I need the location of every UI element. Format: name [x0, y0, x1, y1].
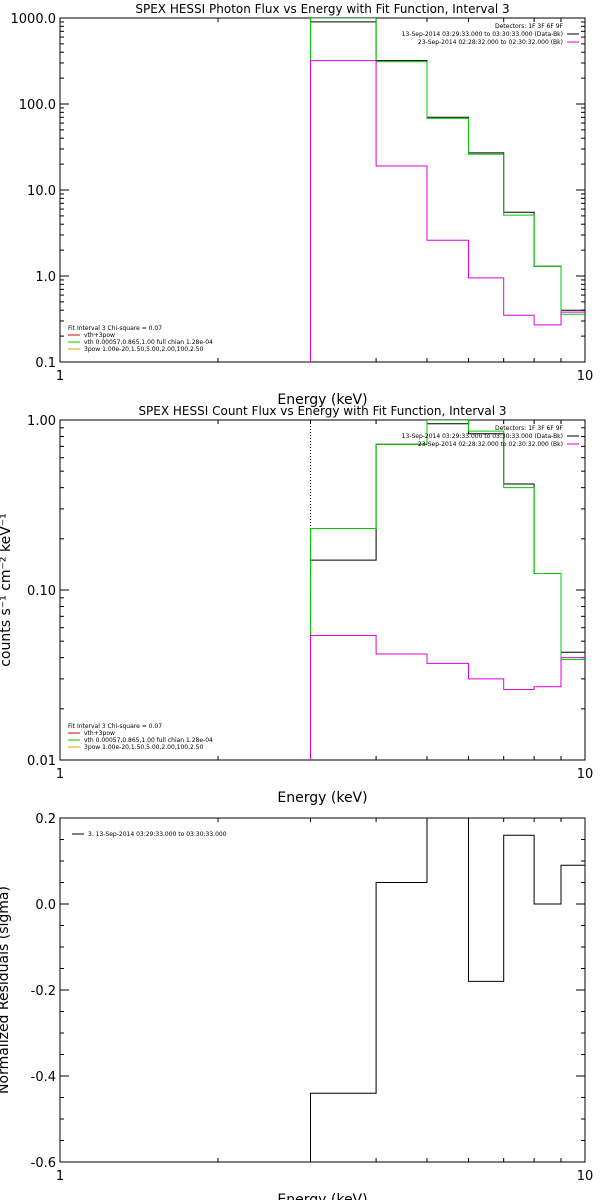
legend-fit-entry: vth 0.00057,0.865,1.00 full chian 1.28e-…	[84, 339, 213, 346]
x-tick-label: 10	[577, 369, 594, 384]
series-1-step-line	[310, 21, 585, 362]
y-tick-label: 0.10	[27, 584, 56, 599]
x-tick-label: 10	[577, 1169, 594, 1184]
plot-frame	[59, 419, 586, 761]
y-tick-label: -0.2	[31, 984, 56, 999]
legend-top-entry: Detectors: 1F 3F 6F 9F	[495, 23, 564, 30]
legend-fit-entry: vth+3pow	[84, 730, 115, 737]
series-3-step-line	[310, 635, 585, 760]
chart-title: SPEX HESSI Count Flux vs Energy with Fit…	[138, 404, 506, 418]
legend-fit-entry: vth 0.00057,0.865,1.00 full chian 1.28e-…	[84, 737, 213, 744]
legend-top-entry: 23-Sep-2014 02:28:32.000 to 02:30:32.000…	[418, 441, 563, 448]
panel-1: SPEX HESSI Photon Flux vs Energy with Fi…	[11, 2, 594, 408]
series-2-step-line	[310, 420, 585, 760]
y-tick-label: 100.0	[19, 98, 56, 113]
y-tick-label: 1.0	[35, 270, 56, 285]
x-tick-label: 1	[56, 767, 64, 782]
y-tick-label: 0.1	[35, 356, 56, 371]
y-tick-label: 0.0	[35, 898, 56, 913]
y-tick-label: -0.4	[31, 1070, 56, 1085]
x-axis-label: Energy (keV)	[277, 1192, 367, 1200]
plot-frame	[59, 17, 586, 363]
y-axis-label: counts s⁻¹ cm⁻² keV⁻¹	[0, 513, 14, 667]
data-layer	[310, 818, 585, 1162]
legend-fit-entry: vth+3pow	[84, 332, 115, 339]
legend-fit-entry: 3pow 1.00e-20,1.50,5.00,2.00,100,2.50	[84, 346, 204, 353]
x-tick-label: 1	[56, 369, 64, 384]
x-tick-label: 10	[577, 767, 594, 782]
legend-fit-entry: 3pow 1.00e-20,1.50,5.00,2.00,100,2.50	[84, 744, 204, 751]
legend-fit-header: Fit Interval 3 Chi-square = 0.07	[68, 723, 162, 730]
legend-top-entry: 23-Sep-2014 02:28:32.000 to 02:30:32.000…	[418, 39, 563, 46]
y-axis-label: Normalized Residuals (sigma)	[0, 886, 12, 1094]
x-axis-label: Energy (keV)	[277, 392, 367, 408]
data-layer	[309, 420, 585, 760]
y-tick-label: 0.2	[35, 812, 56, 827]
panel-3: 1 10 -0.6 -0.4 -0.2 0.0 0.2 Energy (keV) Normali…	[0, 812, 593, 1200]
chart-title: SPEX HESSI Photon Flux vs Energy with Fi…	[135, 2, 509, 16]
y-tick-label: -0.6	[31, 1156, 56, 1171]
y-tick-label: 0.01	[27, 754, 56, 769]
legend-top-entry: 13-Sep-2014 03:29:33.000 to 03:30:33.000…	[402, 433, 563, 440]
y-tick-label: 1000.0	[11, 12, 57, 27]
x-axis-label: Energy (keV)	[277, 790, 367, 806]
series-1-step-line	[310, 818, 585, 1162]
series-2-step-line	[310, 18, 585, 362]
plot-frame	[59, 817, 586, 1163]
legend-fit-header: Fit Interval 3 Chi-square = 0.07	[68, 325, 162, 332]
series-3-step-line	[310, 60, 585, 362]
x-tick-label: 1	[56, 1169, 64, 1184]
legend-top-entry: 13-Sep-2014 03:29:33.000 to 03:30:33.000…	[402, 31, 563, 38]
legend-top-entry: 3. 13-Sep-2014 03:29:33.000 to 03:30:33.…	[88, 831, 227, 838]
legend-top-entry: Detectors: 1F 3F 6F 9F	[495, 425, 564, 432]
data-layer	[309, 18, 585, 362]
series-1-step-line	[310, 423, 585, 760]
panel-2: SPEX HESSI Count Flux vs Energy with Fit…	[0, 404, 593, 806]
y-tick-label: 10.0	[27, 184, 56, 199]
y-tick-label: 1.00	[27, 414, 56, 429]
